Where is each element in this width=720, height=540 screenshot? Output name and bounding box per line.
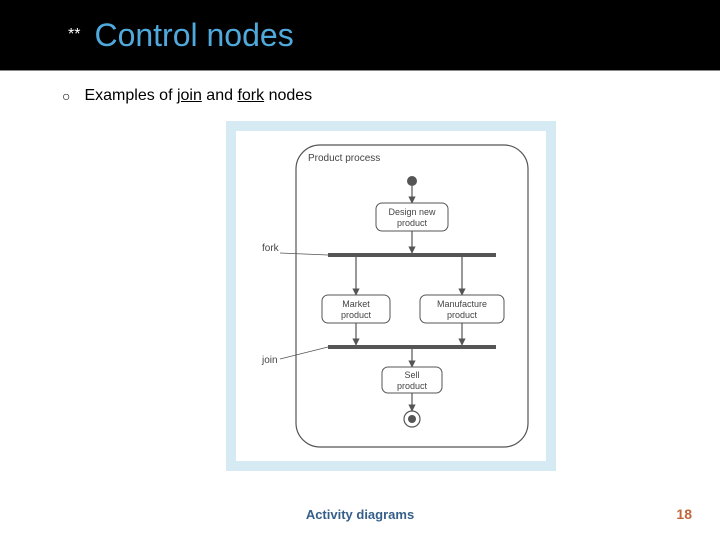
bullet-mid: and xyxy=(202,87,238,104)
final-node-dot xyxy=(408,415,416,423)
activity-diagram: Product processDesign newproductMarketpr… xyxy=(236,131,546,461)
activity-market-line1: Market xyxy=(342,299,370,309)
activity-sell-line2: product xyxy=(397,381,428,391)
figure-canvas: Product processDesign newproductMarketpr… xyxy=(236,131,546,461)
fork-bar xyxy=(328,253,496,257)
bullet-text: Examples of join and fork nodes xyxy=(84,87,312,105)
activity-sell-line1: Sell xyxy=(404,370,419,380)
bullet-item: ○ Examples of join and fork nodes xyxy=(62,87,720,105)
bullet-tail: nodes xyxy=(264,87,312,104)
page-number: 18 xyxy=(676,506,692,522)
slide-header: ** Control nodes xyxy=(0,0,720,71)
fork-label: fork xyxy=(262,243,280,254)
header-prefix: ** xyxy=(68,26,80,44)
activity-market-line2: product xyxy=(341,310,372,320)
bullet-leader: Examples of xyxy=(84,87,176,104)
join-label: join xyxy=(261,355,278,366)
bullet-word-join: join xyxy=(177,87,202,104)
activity-design-line2: product xyxy=(397,218,428,228)
fork-label-leader xyxy=(280,253,328,255)
activity-design-line1: Design new xyxy=(388,207,436,217)
activity-manufacture-line1: Manufacture xyxy=(437,299,487,309)
footer-caption: Activity diagrams xyxy=(0,507,720,522)
slide-body: ○ Examples of join and fork nodes Produc… xyxy=(0,71,720,471)
slide-title: Control nodes xyxy=(94,17,293,54)
activity-manufacture-line2: product xyxy=(447,310,478,320)
container-label: Product process xyxy=(308,153,380,164)
initial-node xyxy=(407,176,417,186)
join-label-leader xyxy=(280,347,328,359)
figure-frame: Product processDesign newproductMarketpr… xyxy=(226,121,556,471)
bullet-word-fork: fork xyxy=(237,87,264,104)
bullet-icon: ○ xyxy=(62,88,70,104)
join-bar xyxy=(328,345,496,349)
